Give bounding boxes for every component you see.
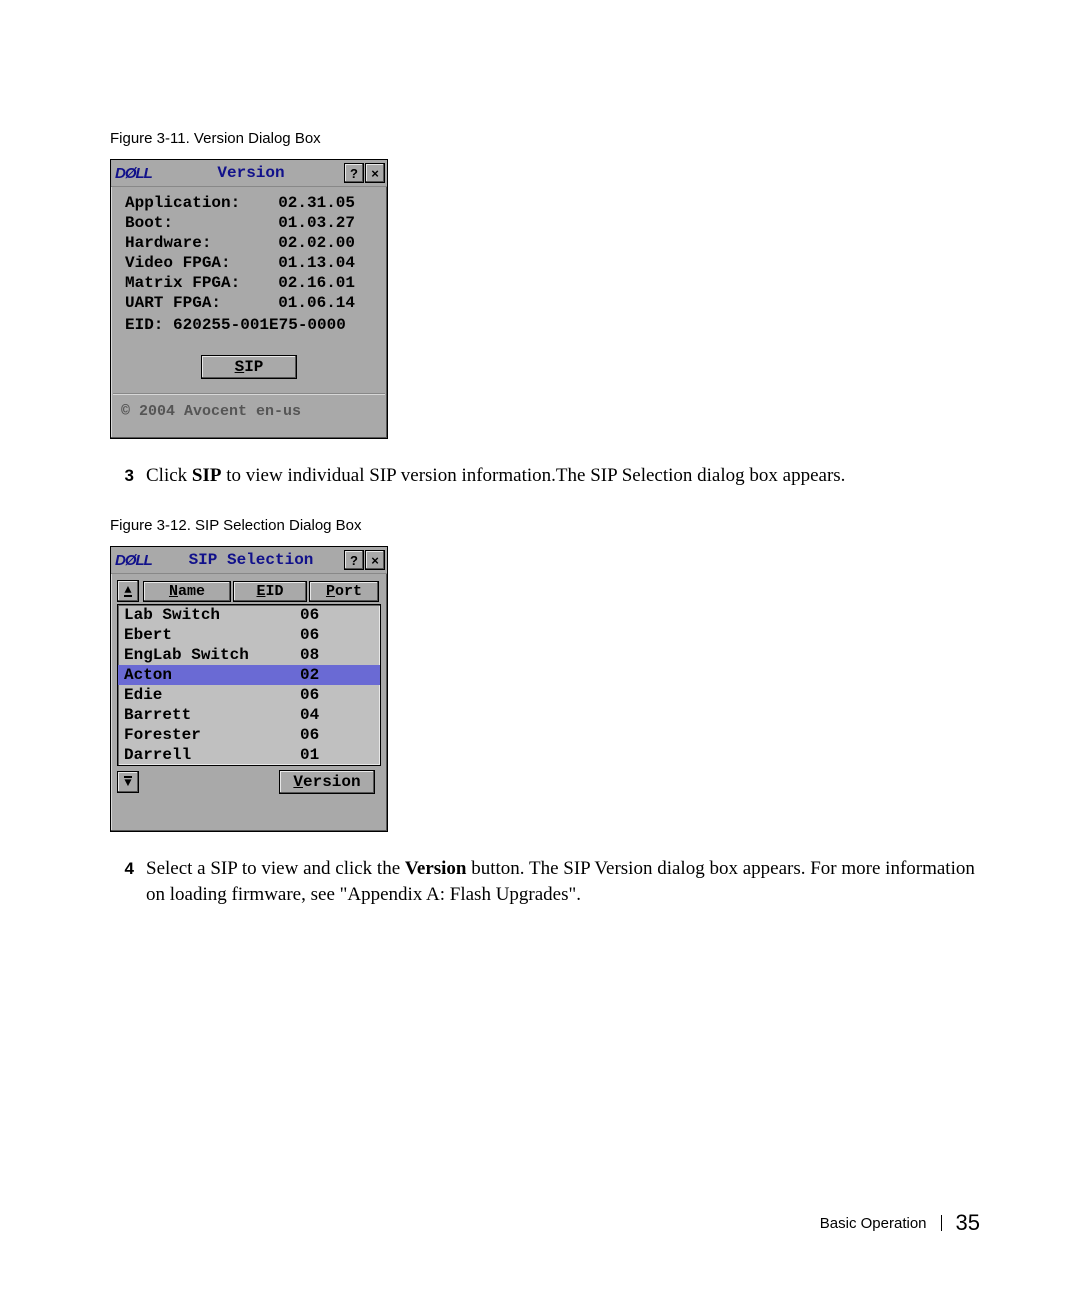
version-title: Version <box>159 164 343 182</box>
step-4-text: Select a SIP to view and click the Versi… <box>146 856 980 908</box>
sip-row[interactable]: Ebert 06 <box>118 625 380 645</box>
version-row-video-fpga: Video FPGA: 01.13.04 <box>125 253 373 273</box>
help-icon[interactable]: ? <box>344 163 364 183</box>
sip-row[interactable]: Edie 06 <box>118 685 380 705</box>
sip-list: Lab Switch 06 Ebert 06 EngLab Switch 08 … <box>117 604 381 766</box>
column-port-header[interactable]: Port <box>309 581 379 602</box>
column-eid-header[interactable]: EID <box>233 581 307 602</box>
version-dialog: DØLL Version ? × Application: 02.31.05 B… <box>110 159 388 439</box>
figure-12-caption: Figure 3-12. SIP Selection Dialog Box <box>110 517 980 534</box>
sip-row[interactable]: Barrett 04 <box>118 705 380 725</box>
version-row-uart-fpga: UART FPGA: 01.06.14 <box>125 293 373 313</box>
version-row-application: Application: 02.31.05 <box>125 193 373 213</box>
step-3-num: 3 <box>110 463 134 489</box>
figure-11-caption: Figure 3-11. Version Dialog Box <box>110 130 980 147</box>
version-row-hardware: Hardware: 02.02.00 <box>125 233 373 253</box>
sip-row[interactable]: Lab Switch 06 <box>118 605 380 625</box>
sip-row[interactable]: Darrell 01 <box>118 745 380 765</box>
version-button[interactable]: Version <box>279 770 375 794</box>
step-4: 4 Select a SIP to view and click the Ver… <box>110 856 980 908</box>
dell-logo: DØLL <box>113 552 159 569</box>
close-icon[interactable]: × <box>365 550 385 570</box>
step-3-text: Click SIP to view individual SIP version… <box>146 463 845 489</box>
footer-separator <box>941 1215 942 1231</box>
scroll-up-button[interactable]: ▲ <box>117 580 139 602</box>
page-number: 35 <box>956 1210 980 1236</box>
version-footer: © 2004 Avocent en-us <box>111 395 387 430</box>
version-row-matrix-fpga: Matrix FPGA: 02.16.01 <box>125 273 373 293</box>
step-3: 3 Click SIP to view individual SIP versi… <box>110 463 980 489</box>
sip-row[interactable]: EngLab Switch 08 <box>118 645 380 665</box>
help-icon[interactable]: ? <box>344 550 364 570</box>
version-row-boot: Boot: 01.03.27 <box>125 213 373 233</box>
scroll-down-button[interactable]: ▼ <box>117 771 139 793</box>
step-4-num: 4 <box>110 856 134 908</box>
sip-button[interactable]: SIP <box>201 355 297 379</box>
sip-dialog: DØLL SIP Selection ? × ▲ Name EID Port <box>110 546 388 832</box>
sip-row[interactable]: Acton 02 <box>118 665 380 685</box>
sip-row[interactable]: Forester 06 <box>118 725 380 745</box>
close-icon[interactable]: × <box>365 163 385 183</box>
sip-title: SIP Selection <box>159 551 343 569</box>
version-eid: EID: 620255-001E75-0000 <box>125 315 373 335</box>
version-body: Application: 02.31.05 Boot: 01.03.27 Har… <box>111 187 387 341</box>
dell-logo: DØLL <box>113 165 159 182</box>
version-titlebar: DØLL Version ? × <box>111 160 387 187</box>
sip-titlebar: DØLL SIP Selection ? × <box>111 547 387 574</box>
sip-body: ▲ Name EID Port Lab Switch 06 Ebert <box>111 574 387 804</box>
page-footer: Basic Operation 35 <box>820 1210 980 1236</box>
column-name-header[interactable]: Name <box>143 581 231 602</box>
footer-section: Basic Operation <box>820 1215 927 1232</box>
